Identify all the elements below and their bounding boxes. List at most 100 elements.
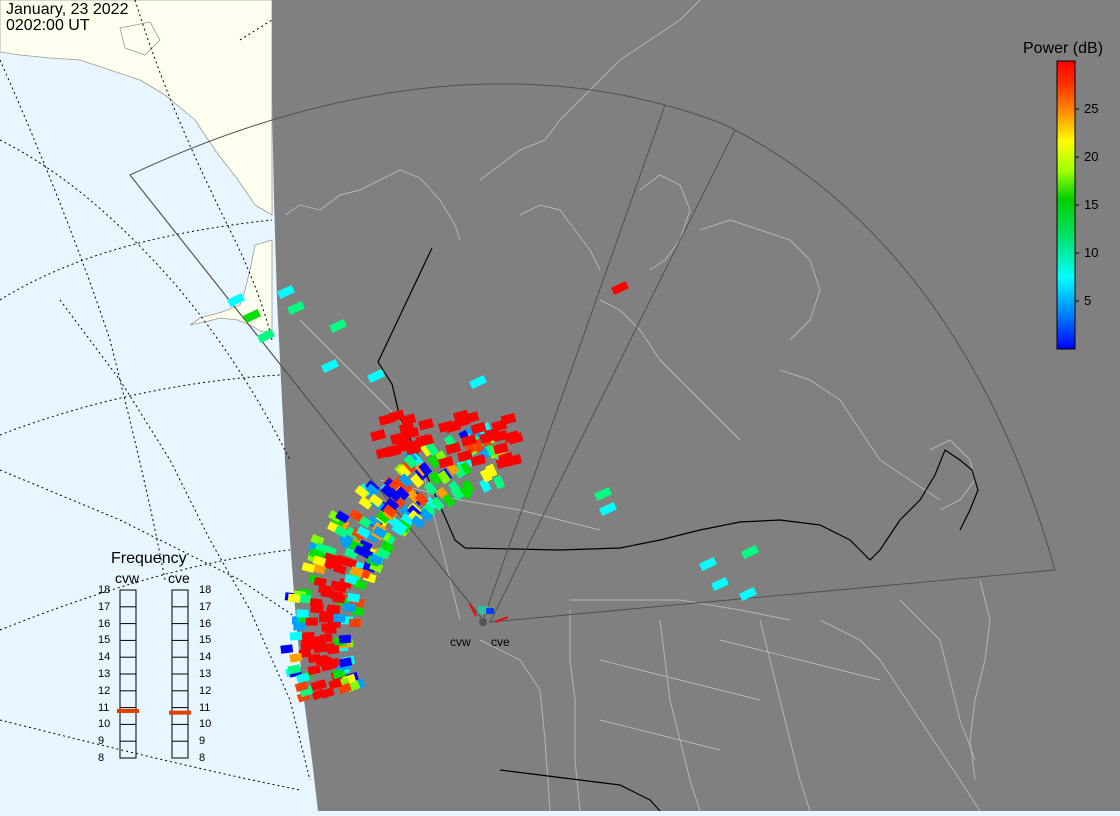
backscatter-cell	[338, 657, 353, 668]
backscatter-cell	[326, 645, 340, 655]
frequency-label-left: 11	[98, 701, 110, 714]
backscatter-cell	[298, 594, 312, 604]
backscatter-cell	[300, 634, 314, 644]
backscatter-cell	[370, 429, 387, 442]
colorbar	[1056, 60, 1079, 350]
backscatter-cell	[423, 481, 438, 496]
beam-marker	[469, 603, 477, 617]
frequency-label-right: 18	[199, 584, 212, 596]
backscatter-cell	[454, 415, 471, 428]
backscatter-cell	[313, 679, 327, 691]
colorbar-tick-label: 5	[1084, 293, 1092, 308]
backscatter-cell	[428, 471, 443, 486]
backscatter-cell	[365, 483, 380, 498]
backscatter-cell	[430, 496, 445, 512]
colorbar-tick-label: 10	[1084, 245, 1099, 260]
frequency-marker	[117, 708, 139, 713]
backscatter-cell	[479, 468, 493, 483]
backscatter-cell	[401, 459, 416, 475]
frequency-label-left: 9	[98, 735, 105, 748]
backscatter-cell	[393, 520, 408, 534]
radar-label-west: cvw	[450, 635, 471, 649]
backscatter-cell	[330, 580, 344, 591]
backscatter-cell	[459, 485, 473, 500]
backscatter-cell	[319, 610, 332, 620]
backscatter-cell	[395, 486, 410, 501]
beam-marker	[494, 616, 509, 623]
beam-marker	[478, 606, 488, 614]
radar-label-east: cve	[491, 635, 510, 649]
backscatter-cell	[470, 422, 487, 435]
island	[119, 21, 161, 56]
backscatter-cell	[368, 493, 384, 508]
beam-marker	[486, 608, 494, 614]
backscatter-cell	[400, 513, 415, 527]
backscatter-cell	[378, 413, 395, 426]
frequency-label-left: 17	[98, 600, 111, 613]
backscatter-cell	[405, 442, 422, 456]
backscatter-cell	[498, 451, 514, 465]
frequency-label-right: 16	[199, 617, 212, 630]
backscatter-cell	[457, 449, 473, 463]
backscatter-cell	[313, 635, 327, 645]
backscatter-cell	[293, 622, 306, 631]
backscatter-cell	[492, 475, 506, 490]
backscatter-cell	[410, 473, 425, 488]
backscatter-cell	[375, 510, 391, 524]
backscatter-cell	[312, 555, 327, 567]
backscatter-cell	[389, 432, 406, 445]
backscatter-cell	[328, 678, 343, 690]
backscatter-cell	[492, 442, 509, 455]
backscatter-cell	[415, 434, 432, 447]
backscatter-cell	[421, 503, 436, 518]
backscatter-cell	[294, 680, 309, 693]
backscatter-cell	[289, 652, 303, 663]
backscatter-cell	[394, 474, 409, 490]
backscatter-cell	[400, 413, 417, 426]
backscatter-cell	[346, 592, 361, 603]
backscatter-cell	[332, 613, 346, 623]
backscatter-cell	[367, 368, 385, 384]
backscatter-cell	[243, 308, 261, 324]
backscatter-cell	[320, 687, 335, 699]
colorbar-tick-label: 15	[1084, 197, 1099, 212]
boundaries	[284, 0, 991, 812]
frequency-label-left: 14	[98, 651, 111, 664]
backscatter-cell	[437, 456, 454, 469]
frequency-label-left: 13	[98, 668, 111, 680]
backscatter-cell	[307, 653, 321, 664]
backscatter-cell	[611, 280, 629, 296]
backscatter-cell	[280, 644, 294, 654]
backscatter-cell	[387, 487, 402, 502]
backscatter-cell	[437, 469, 451, 485]
backscatter-cell	[353, 544, 368, 557]
backscatter-cell	[296, 672, 310, 684]
colorbar-gradient	[1056, 60, 1076, 350]
backscatter-cell	[227, 292, 245, 308]
backscatter-cell	[380, 540, 395, 554]
backscatter-cell	[358, 539, 373, 552]
backscatter-cell	[344, 574, 358, 585]
backscatter-cell	[354, 485, 369, 499]
backscatter-cell	[382, 504, 398, 518]
backscatter-cell	[445, 442, 462, 455]
backscatter-cell	[450, 486, 464, 501]
backscatter-cell	[334, 525, 349, 538]
time-label: 0202:00 UT	[6, 17, 90, 34]
backscatter-cell	[414, 492, 429, 507]
frequency-label-right: 13	[199, 668, 212, 680]
backscatter-cell	[332, 563, 347, 575]
graticule	[0, 0, 311, 791]
backscatter-cell	[300, 641, 314, 651]
backscatter-cell	[358, 496, 373, 510]
backscatter-cell	[699, 556, 717, 572]
colorbar-tick-label: 20	[1084, 149, 1099, 164]
backscatter-cell	[308, 547, 323, 560]
backscatter-cell	[343, 602, 357, 612]
backscatter-cell	[329, 318, 347, 334]
backscatter-cell	[335, 510, 350, 524]
backscatter-cell	[507, 432, 524, 445]
backscatter-cell	[403, 454, 418, 469]
backscatter-cell	[427, 454, 441, 469]
